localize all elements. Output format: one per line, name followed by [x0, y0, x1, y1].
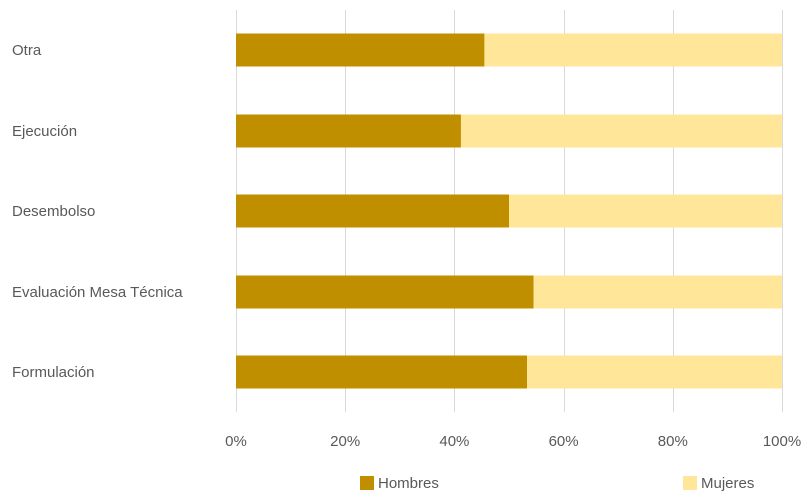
- mujeres-bar-5: [527, 355, 782, 389]
- category-label-1: Otra: [12, 42, 42, 59]
- category-label-4: Evaluación Mesa Técnica: [12, 284, 183, 301]
- x-axis-tick-labels: 0% 20% 40% 60% 80% 100%: [225, 433, 801, 450]
- hombres-bar-5: [236, 355, 528, 389]
- category-label-2: Ejecución: [12, 123, 77, 140]
- category-label-5: Formulación: [12, 364, 95, 381]
- legend-label-mujeres: Mujeres: [701, 475, 754, 492]
- hombres-bar-3: [236, 194, 509, 228]
- hombres-bar-1: [236, 33, 485, 67]
- legend-swatch-mujeres: [683, 476, 697, 490]
- hombres-bar-4: [236, 275, 534, 309]
- x-tick-label-3: 60%: [549, 433, 579, 450]
- bars: [236, 33, 782, 389]
- x-tick-label-1: 20%: [330, 433, 360, 450]
- mujeres-bar-3: [509, 194, 782, 228]
- x-tick-label-2: 40%: [439, 433, 469, 450]
- legend-label-hombres: Hombres: [378, 475, 439, 492]
- mujeres-bar-2: [460, 114, 782, 148]
- category-labels: Otra Ejecución Desembolso Evaluación Mesa T…: [12, 42, 183, 381]
- category-label-3: Desembolso: [12, 203, 95, 220]
- x-tick-label-4: 80%: [658, 433, 688, 450]
- hombres-bar-2: [236, 114, 461, 148]
- mujeres-bar-1: [484, 33, 782, 67]
- legend: Hombres Mujeres: [360, 475, 754, 492]
- x-tick-label-5: 100%: [763, 433, 801, 450]
- x-tick-label-0: 0%: [225, 433, 247, 450]
- mujeres-bar-4: [533, 275, 782, 309]
- legend-swatch-hombres: [360, 476, 374, 490]
